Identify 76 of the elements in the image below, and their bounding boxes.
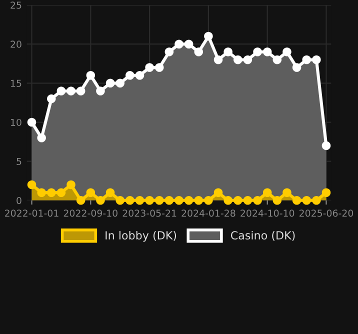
point — [253, 48, 262, 56]
point — [184, 40, 194, 48]
point — [224, 196, 232, 205]
point — [243, 196, 252, 205]
point — [86, 70, 96, 80]
point — [106, 78, 115, 88]
point — [312, 55, 321, 64]
point — [322, 188, 331, 197]
point — [174, 196, 184, 205]
point — [27, 180, 36, 190]
point — [292, 196, 302, 205]
point — [126, 70, 134, 80]
point — [56, 86, 66, 96]
point — [37, 188, 46, 197]
point — [194, 48, 204, 56]
point — [292, 63, 302, 72]
point — [302, 55, 311, 64]
point — [164, 196, 174, 205]
point — [76, 86, 86, 96]
point — [96, 86, 105, 96]
point — [302, 196, 311, 205]
point — [145, 196, 154, 205]
point — [224, 48, 232, 56]
point — [56, 188, 66, 197]
point — [204, 196, 213, 205]
point — [135, 70, 144, 80]
point — [282, 188, 292, 197]
point — [272, 55, 282, 64]
point — [47, 94, 56, 104]
y-tick-label: 5 — [16, 158, 22, 166]
point — [262, 48, 272, 56]
point — [154, 63, 164, 72]
point — [234, 196, 242, 205]
point — [214, 188, 223, 197]
point — [106, 188, 115, 197]
point — [194, 196, 204, 205]
point — [174, 40, 184, 48]
point — [76, 196, 86, 205]
point — [204, 32, 213, 41]
point — [27, 118, 36, 127]
point — [86, 188, 96, 197]
y-tick-label: 15 — [11, 80, 22, 87]
point — [262, 188, 272, 197]
point — [253, 196, 262, 205]
point — [96, 196, 105, 205]
point — [116, 78, 124, 88]
point — [126, 196, 134, 205]
point — [164, 48, 174, 56]
x-tick-label: 2024-01-28 — [182, 210, 236, 217]
point — [312, 196, 321, 205]
point — [282, 48, 292, 56]
x-tick-label: 2022-09-10 — [64, 210, 118, 217]
point — [214, 55, 223, 64]
y-tick-label: 10 — [11, 118, 22, 126]
point — [66, 86, 76, 96]
point — [135, 196, 144, 205]
legend-label: Casino (DK) — [230, 230, 295, 241]
point — [243, 55, 252, 64]
x-tick-label: 2023-05-21 — [122, 210, 176, 217]
x-tick-label: 2024-10-10 — [240, 210, 294, 217]
x-tick-label: 2022-01-01 — [5, 210, 58, 217]
point — [234, 55, 242, 64]
point — [37, 133, 46, 142]
point — [154, 196, 164, 205]
point — [272, 196, 282, 205]
legend-label: In lobby (DK) — [106, 230, 176, 242]
x-tick-label: 2025-06-20 — [299, 210, 354, 217]
point — [322, 141, 331, 150]
y-tick-label: 25 — [10, 2, 22, 9]
point — [66, 180, 76, 190]
point — [47, 188, 56, 197]
y-tick-label: 20 — [10, 40, 22, 48]
y-tick-label: 0 — [16, 196, 22, 204]
point — [145, 63, 154, 72]
point — [184, 196, 194, 205]
point — [116, 196, 124, 205]
